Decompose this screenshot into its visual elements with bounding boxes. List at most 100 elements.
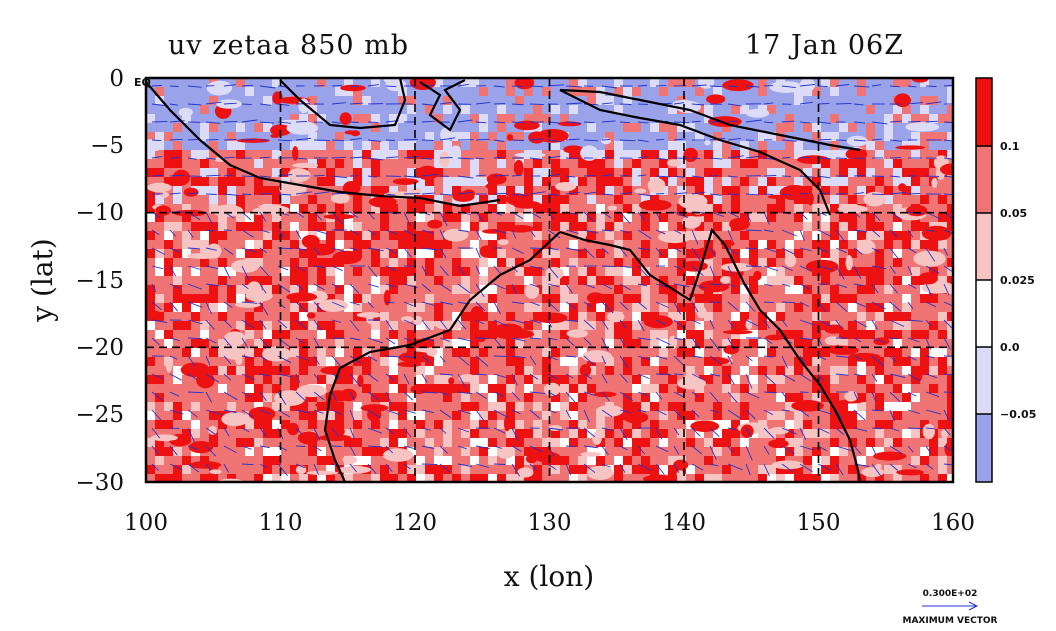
field-cell xyxy=(443,195,453,205)
field-cell xyxy=(677,339,687,349)
field-cell xyxy=(722,204,732,214)
field-cell xyxy=(821,285,831,295)
field-cell xyxy=(272,78,282,88)
wind-vector xyxy=(151,319,168,324)
field-blob xyxy=(941,429,949,439)
field-cell xyxy=(479,213,489,223)
field-cell xyxy=(803,294,813,304)
field-cell xyxy=(209,330,219,340)
field-cell xyxy=(893,78,903,88)
field-cell xyxy=(290,465,300,475)
wind-vector xyxy=(493,265,502,275)
field-cell xyxy=(560,303,570,313)
wind-vector xyxy=(385,247,397,254)
field-cell xyxy=(929,96,939,106)
field-cell xyxy=(875,186,885,196)
field-cell xyxy=(731,447,741,457)
field-cell xyxy=(632,159,642,169)
wind-vector xyxy=(565,283,573,294)
field-blob xyxy=(805,259,839,274)
field-cell xyxy=(947,249,953,259)
field-cell xyxy=(515,249,525,259)
field-cell xyxy=(308,447,318,457)
field-cell xyxy=(605,474,615,482)
field-cell xyxy=(281,321,291,331)
field-cell xyxy=(776,132,786,142)
field-cell xyxy=(209,276,219,286)
field-cell xyxy=(794,177,804,187)
field-cell xyxy=(497,303,507,313)
field-cell xyxy=(893,276,903,286)
field-cell xyxy=(353,339,363,349)
field-cell xyxy=(587,366,597,376)
field-cell xyxy=(938,96,948,106)
wind-vector xyxy=(511,139,525,141)
wind-vector xyxy=(673,121,690,124)
field-cell xyxy=(335,456,345,466)
field-cell xyxy=(299,312,309,322)
field-cell xyxy=(587,132,597,142)
field-cell xyxy=(308,303,318,313)
field-cell xyxy=(623,159,633,169)
field-cell xyxy=(209,411,219,421)
field-cell xyxy=(488,78,498,88)
field-cell xyxy=(371,186,381,196)
field-cell xyxy=(632,312,642,322)
field-cell xyxy=(551,159,561,169)
field-cell xyxy=(614,465,624,475)
field-cell xyxy=(902,78,912,88)
field-cell xyxy=(875,231,885,241)
field-cell xyxy=(164,348,174,358)
field-cell xyxy=(263,393,273,403)
wind-vector xyxy=(295,301,308,313)
field-cell xyxy=(434,105,444,115)
field-cell xyxy=(587,258,597,268)
wind-vector xyxy=(853,175,866,177)
field-cell xyxy=(848,177,858,187)
field-cell xyxy=(335,222,345,232)
field-cell xyxy=(641,195,651,205)
field-cell xyxy=(560,249,570,259)
field-cell xyxy=(776,114,786,124)
field-cell xyxy=(938,411,948,421)
field-cell xyxy=(470,240,480,250)
field-cell xyxy=(164,213,174,223)
field-cell xyxy=(470,186,480,196)
field-cell xyxy=(686,366,696,376)
field-cell xyxy=(605,222,615,232)
field-cell xyxy=(542,339,552,349)
field-cell xyxy=(758,141,768,151)
wind-vector xyxy=(943,193,953,196)
field-cell xyxy=(911,195,921,205)
field-cell xyxy=(191,114,201,124)
field-cell xyxy=(155,321,165,331)
field-cell xyxy=(281,231,291,241)
field-cell xyxy=(794,249,804,259)
field-cell xyxy=(434,285,444,295)
field-cell xyxy=(362,114,372,124)
field-cell xyxy=(524,105,534,115)
field-cell xyxy=(821,114,831,124)
field-cell xyxy=(308,213,318,223)
field-cell xyxy=(722,465,732,475)
field-cell xyxy=(605,258,615,268)
field-cell xyxy=(587,321,597,331)
field-cell xyxy=(722,375,732,385)
field-cell xyxy=(497,393,507,403)
wind-vector xyxy=(691,120,701,123)
field-cell xyxy=(515,141,525,151)
field-cell xyxy=(623,96,633,106)
wind-vector xyxy=(241,301,258,304)
field-cell xyxy=(560,321,570,331)
field-cell xyxy=(767,231,777,241)
field-cell xyxy=(497,384,507,394)
field-cell xyxy=(803,258,813,268)
field-cell xyxy=(866,78,876,88)
field-cell xyxy=(758,159,768,169)
field-cell xyxy=(479,114,489,124)
field-cell xyxy=(254,186,264,196)
field-cell xyxy=(263,438,273,448)
field-cell xyxy=(659,141,669,151)
field-cell xyxy=(857,213,867,223)
field-cell xyxy=(884,159,894,169)
